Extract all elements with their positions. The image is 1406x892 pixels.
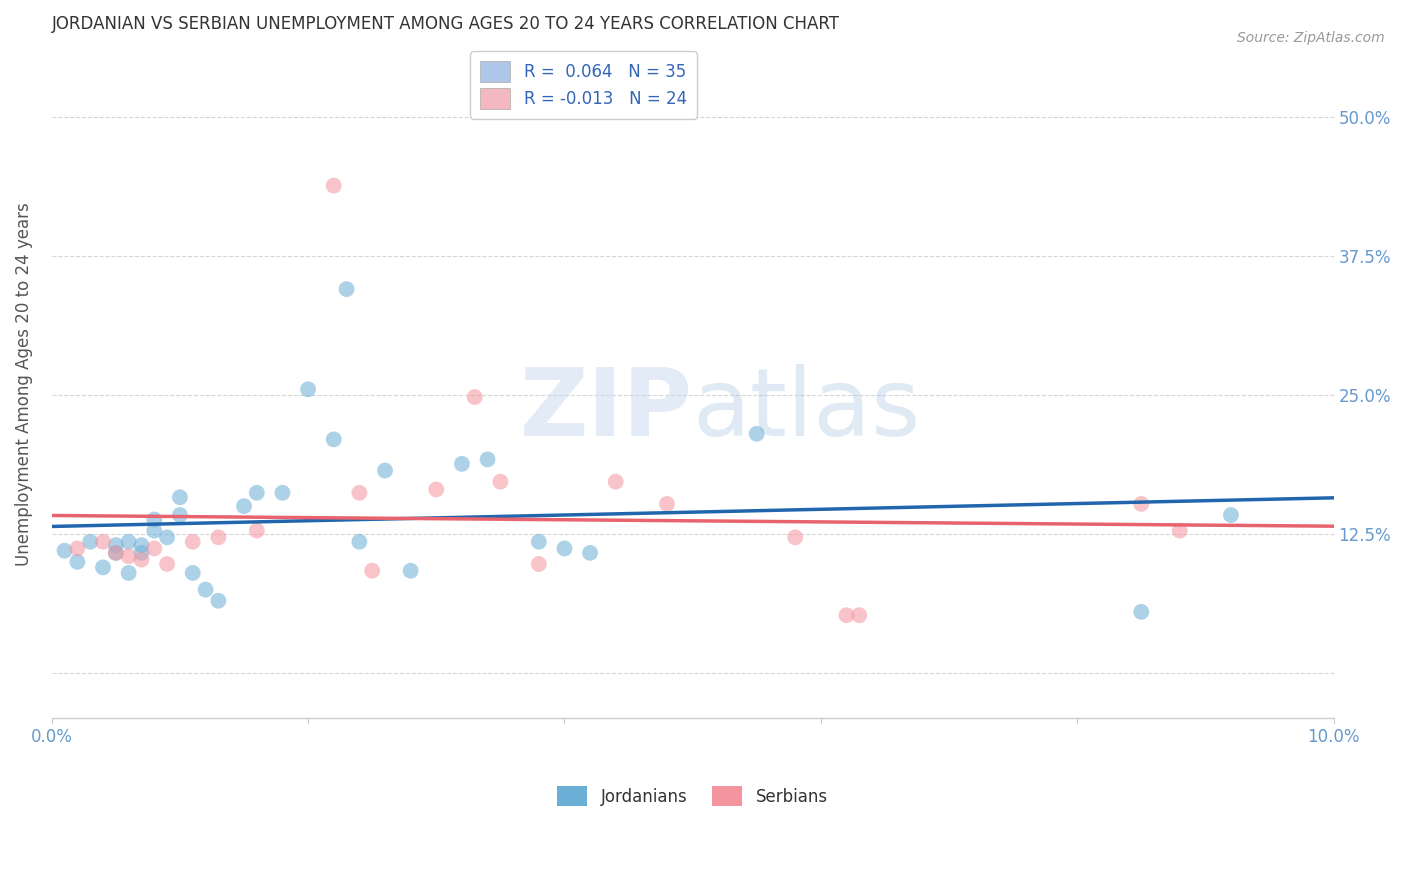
Point — [835, 608, 858, 623]
Point — [848, 608, 870, 623]
Point — [156, 530, 179, 544]
Text: atlas: atlas — [693, 365, 921, 457]
Point — [118, 566, 141, 580]
Point — [118, 549, 141, 564]
Point — [399, 564, 422, 578]
Point — [233, 499, 256, 513]
Point — [104, 538, 127, 552]
Point — [322, 178, 344, 193]
Point — [745, 426, 768, 441]
Point — [66, 541, 89, 556]
Point — [207, 593, 229, 607]
Point — [131, 538, 153, 552]
Point — [143, 512, 166, 526]
Point — [53, 543, 76, 558]
Point — [655, 497, 678, 511]
Point — [181, 566, 204, 580]
Point — [527, 557, 550, 571]
Point — [553, 541, 575, 556]
Point — [322, 433, 344, 447]
Point — [131, 546, 153, 560]
Point — [118, 534, 141, 549]
Point — [605, 475, 627, 489]
Point — [104, 546, 127, 560]
Point — [1130, 605, 1153, 619]
Point — [374, 464, 396, 478]
Point — [1130, 497, 1153, 511]
Point — [425, 483, 447, 497]
Point — [194, 582, 217, 597]
Point — [335, 282, 357, 296]
Point — [131, 552, 153, 566]
Point — [349, 534, 371, 549]
Point — [1168, 524, 1191, 538]
Point — [464, 390, 486, 404]
Point — [246, 524, 269, 538]
Text: JORDANIAN VS SERBIAN UNEMPLOYMENT AMONG AGES 20 TO 24 YEARS CORRELATION CHART: JORDANIAN VS SERBIAN UNEMPLOYMENT AMONG … — [52, 15, 839, 33]
Point — [489, 475, 512, 489]
Point — [1220, 508, 1243, 522]
Point — [91, 560, 114, 574]
Point — [785, 530, 807, 544]
Point — [297, 382, 319, 396]
Point — [143, 541, 166, 556]
Text: Source: ZipAtlas.com: Source: ZipAtlas.com — [1237, 31, 1385, 45]
Point — [79, 534, 101, 549]
Point — [156, 557, 179, 571]
Point — [169, 490, 191, 504]
Point — [271, 485, 294, 500]
Text: ZIP: ZIP — [520, 365, 693, 457]
Point — [451, 457, 474, 471]
Point — [181, 534, 204, 549]
Legend: Jordanians, Serbians: Jordanians, Serbians — [551, 780, 835, 813]
Point — [104, 546, 127, 560]
Point — [477, 452, 499, 467]
Point — [349, 485, 371, 500]
Point — [207, 530, 229, 544]
Point — [143, 524, 166, 538]
Y-axis label: Unemployment Among Ages 20 to 24 years: Unemployment Among Ages 20 to 24 years — [15, 202, 32, 566]
Point — [66, 555, 89, 569]
Point — [361, 564, 384, 578]
Point — [91, 534, 114, 549]
Point — [246, 485, 269, 500]
Point — [169, 508, 191, 522]
Point — [527, 534, 550, 549]
Point — [579, 546, 602, 560]
